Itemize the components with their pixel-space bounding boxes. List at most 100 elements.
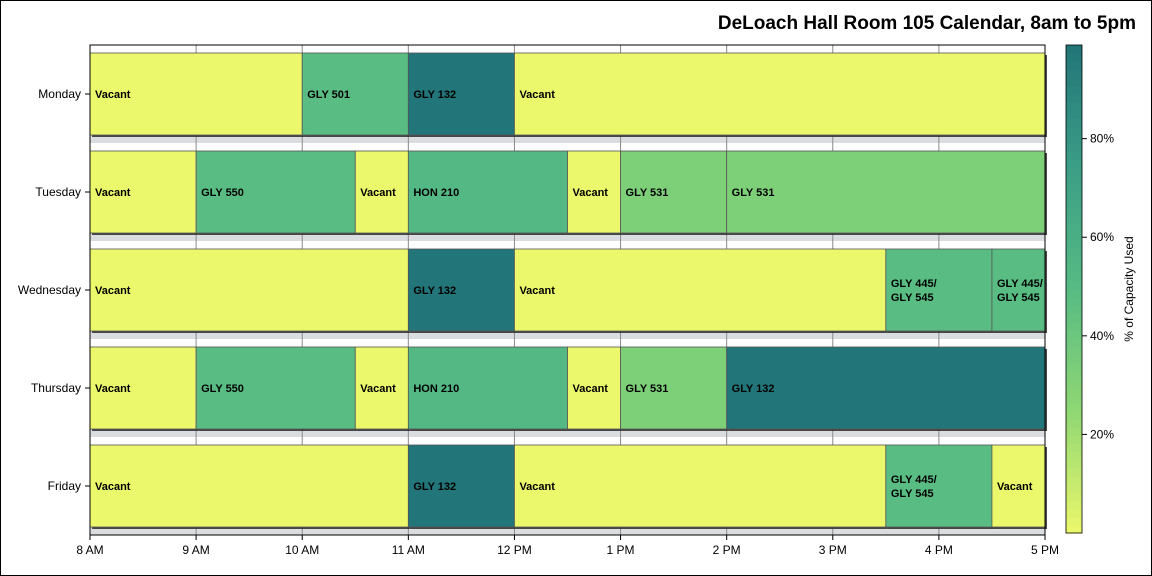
- colorbar-segment: [1066, 305, 1082, 314]
- colorbar-segment: [1066, 354, 1082, 363]
- colorbar-segment: [1066, 240, 1082, 249]
- colorbar-segment: [1066, 345, 1082, 355]
- colorbar-segment: [1066, 248, 1082, 258]
- colorbar-segment: [1066, 264, 1082, 274]
- event-bar: [514, 248, 887, 332]
- event-label: Vacant: [95, 89, 131, 101]
- event-bar: [407, 346, 568, 430]
- event-label: GLY 132: [413, 285, 456, 297]
- event-label: Vacant: [360, 383, 396, 395]
- event-label: Vacant: [519, 481, 555, 493]
- colorbar-border: [1065, 44, 1083, 534]
- event-label: GLY 445/GLY 545: [891, 474, 937, 500]
- event-bar: [354, 346, 409, 430]
- event-label: Vacant: [95, 383, 131, 395]
- event-bar: [407, 444, 515, 528]
- colorbar-segment: [1066, 435, 1082, 445]
- colorbar-segment: [1066, 69, 1082, 79]
- x-tick-label: 10 AM: [285, 543, 319, 557]
- colorbar-segment: [1066, 61, 1082, 70]
- colorbar-segment: [1066, 419, 1082, 428]
- colorbar-segment: [1066, 467, 1082, 477]
- colorbar-segment: [1066, 53, 1082, 62]
- colorbar-segment: [1066, 370, 1082, 380]
- event-bar: [407, 150, 568, 234]
- day-label: Wednesday: [18, 283, 81, 297]
- colorbar-segment: [1066, 223, 1082, 233]
- event-bar: [514, 444, 887, 528]
- colorbar-segment: [1066, 199, 1082, 209]
- x-tick-label: 8 AM: [76, 543, 103, 557]
- colorbar-segment: [1066, 110, 1082, 119]
- event-bar: [89, 52, 303, 136]
- colorbar-segment: [1066, 394, 1082, 404]
- colorbar-segment: [1066, 158, 1082, 168]
- event-label: Vacant: [573, 187, 609, 199]
- colorbar-segment: [1066, 183, 1082, 192]
- day-label: Thursday: [31, 381, 81, 395]
- day-label: Tuesday: [35, 185, 81, 199]
- event-label: Vacant: [519, 285, 555, 297]
- event-bar: [407, 248, 515, 332]
- event-bar: [89, 444, 409, 528]
- event-bar: [89, 150, 197, 234]
- x-tick-label: 12 PM: [497, 543, 532, 557]
- event-bar: [407, 52, 515, 136]
- colorbar-segment: [1066, 516, 1082, 526]
- colorbar-segment: [1066, 443, 1082, 453]
- colorbar-segment: [1066, 191, 1082, 201]
- colorbar-tick-label: 80%: [1090, 132, 1114, 146]
- colorbar-segment: [1066, 427, 1082, 436]
- colorbar-segment: [1066, 524, 1082, 534]
- event-bar: [620, 346, 728, 430]
- event-label: HON 210: [413, 187, 459, 199]
- colorbar-tick-label: 60%: [1090, 230, 1114, 244]
- x-tick-label: 3 PM: [819, 543, 847, 557]
- colorbar-segment: [1066, 101, 1082, 111]
- x-tick-label: 2 PM: [713, 543, 741, 557]
- colorbar-segment: [1066, 378, 1082, 388]
- event-bar: [885, 248, 993, 332]
- colorbar-tick-label: 20%: [1090, 427, 1114, 441]
- event-label: Vacant: [95, 187, 131, 199]
- colorbar-segment: [1066, 386, 1082, 396]
- colorbar-tick-label: 40%: [1090, 329, 1114, 343]
- colorbar-segment: [1066, 476, 1082, 485]
- x-tick-label: 9 AM: [182, 543, 209, 557]
- event-bar: [885, 444, 993, 528]
- event-bar: [195, 150, 356, 234]
- event-bar: [991, 444, 1046, 528]
- colorbar-segment: [1066, 93, 1082, 103]
- colorbar-segment: [1066, 232, 1082, 241]
- day-label: Monday: [38, 87, 81, 101]
- event-label: Vacant: [95, 481, 131, 493]
- colorbar-segment: [1066, 492, 1082, 502]
- event-bar: [354, 150, 409, 234]
- colorbar-segment: [1066, 142, 1082, 152]
- colorbar-label: % of Capacity Used: [1122, 236, 1136, 341]
- event-label: GLY 445/GLY 545: [997, 278, 1043, 304]
- event-label: GLY 550: [201, 383, 244, 395]
- colorbar-segment: [1066, 321, 1082, 331]
- event-label: GLY 132: [732, 383, 775, 395]
- event-bar: [89, 248, 409, 332]
- event-bar: [620, 150, 728, 234]
- colorbar-segment: [1066, 362, 1082, 371]
- event-label: GLY 531: [732, 187, 775, 199]
- event-label: GLY 445/GLY 545: [891, 278, 937, 304]
- event-bar: [991, 248, 1046, 332]
- event-label: Vacant: [360, 187, 396, 199]
- colorbar-segment: [1066, 256, 1082, 266]
- event-bar: [514, 52, 1046, 136]
- colorbar-segment: [1066, 411, 1082, 420]
- colorbar-segment: [1066, 118, 1082, 127]
- x-tick-label: 4 PM: [925, 543, 953, 557]
- colorbar-segment: [1066, 272, 1082, 282]
- colorbar-segment: [1066, 329, 1082, 339]
- colorbar-segment: [1066, 508, 1082, 518]
- colorbar-segment: [1066, 175, 1082, 184]
- colorbar-segment: [1066, 134, 1082, 144]
- chart-title: DeLoach Hall Room 105 Calendar, 8am to 5…: [717, 13, 1136, 34]
- event-label: GLY 531: [626, 383, 669, 395]
